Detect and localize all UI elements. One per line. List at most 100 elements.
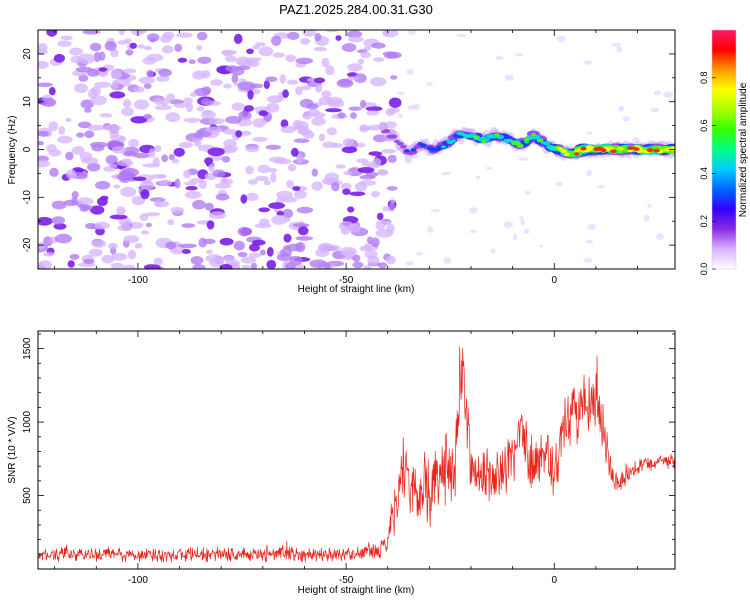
spectrogram-noise-blob bbox=[357, 58, 365, 65]
y-tick-label: 0 bbox=[22, 146, 33, 152]
spectrogram-noise-blob bbox=[341, 146, 358, 154]
spectrogram-noise-blob bbox=[486, 166, 493, 170]
spectrogram-noise-blob bbox=[396, 91, 405, 96]
colorbar-tick-label: 0.6 bbox=[699, 119, 709, 132]
spectrogram-noise-blob bbox=[95, 180, 111, 190]
spectrogram-noise-blob bbox=[80, 99, 94, 109]
spectrogram-noise-blob bbox=[208, 117, 225, 125]
spectrogram-noise-blob bbox=[340, 228, 350, 235]
x-tick-label: -50 bbox=[339, 275, 354, 286]
spectrogram-noise-blob bbox=[104, 41, 117, 51]
spectrogram-signal-blob bbox=[494, 133, 500, 137]
spectrogram-noise-blob bbox=[90, 42, 102, 52]
spectrogram-noise-blob bbox=[170, 206, 184, 214]
spectrogram-noise-blob bbox=[263, 180, 271, 186]
spectrogram-noise-blob bbox=[643, 214, 650, 222]
spectrogram-noise-blob bbox=[83, 258, 95, 265]
spectrogram-noise-blob bbox=[137, 44, 145, 49]
spectrogram-noise-blob bbox=[388, 97, 402, 108]
y-tick-label: -20 bbox=[22, 237, 33, 252]
spectrogram-noise-blob bbox=[71, 191, 79, 199]
spectrogram-noise-blob bbox=[177, 57, 188, 63]
spectrogram-noise-blob bbox=[94, 81, 112, 88]
spectrogram-noise-blob bbox=[302, 30, 316, 37]
spectrogram-noise-blob bbox=[91, 239, 107, 248]
spectrogram-noise-blob bbox=[384, 221, 394, 225]
spectrogram-noise-blob bbox=[156, 75, 170, 82]
spectrogram-noise-blob bbox=[69, 47, 84, 56]
spectrogram-noise-blob bbox=[387, 154, 397, 163]
spectrogram-noise-blob bbox=[140, 189, 150, 200]
spectrogram-noise-blob bbox=[555, 181, 564, 187]
spectrogram-noise-blob bbox=[77, 121, 92, 129]
spectrogram-noise-blob bbox=[251, 262, 257, 269]
spectrogram-noise-blob bbox=[356, 158, 368, 163]
spectrogram-signal-blob bbox=[400, 144, 407, 149]
spectrogram-noise-blob bbox=[132, 86, 145, 93]
snr-frame bbox=[37, 330, 676, 570]
spectrogram-noise-blob bbox=[146, 69, 154, 78]
spectrogram-noise-blob bbox=[270, 172, 277, 183]
spectrogram-noise-blob bbox=[504, 74, 515, 81]
spectrogram-noise-blob bbox=[343, 171, 353, 176]
spectrogram-noise-blob bbox=[81, 204, 93, 211]
spectrogram-noise-blob bbox=[237, 251, 248, 258]
spectrogram-noise-blob bbox=[294, 190, 307, 199]
spectrogram-noise-blob bbox=[190, 256, 204, 265]
spectrogram-noise-blob bbox=[376, 212, 384, 221]
spectrogram-noise-blob bbox=[233, 33, 243, 45]
spectrogram-noise-blob bbox=[255, 175, 269, 182]
spectrogram-noise-blob bbox=[104, 124, 122, 132]
spectrogram-noise-blob bbox=[325, 30, 339, 33]
spectrogram-noise-blob bbox=[279, 74, 286, 84]
spectrogram-noise-blob bbox=[160, 98, 170, 106]
spectrogram-noise-layer bbox=[38, 30, 675, 269]
spectrogram-noise-blob bbox=[295, 86, 303, 96]
spectrogram-noise-blob bbox=[178, 243, 197, 249]
y-tick-label: 500 bbox=[22, 487, 33, 504]
spectrogram-noise-blob bbox=[653, 90, 661, 96]
spectrogram-noise-blob bbox=[292, 186, 301, 191]
spectrogram-signal-blob bbox=[523, 137, 530, 142]
spectrogram-noise-blob bbox=[585, 239, 594, 244]
spectrogram-noise-blob bbox=[109, 214, 128, 220]
spectrogram-noise-blob bbox=[244, 105, 254, 112]
spectrogram-noise-blob bbox=[93, 51, 101, 63]
spectrogram-noise-blob bbox=[352, 254, 361, 262]
spectrogram-noise-blob bbox=[173, 147, 185, 157]
spectrogram-signal-blob bbox=[530, 133, 536, 137]
spectrogram-noise-blob bbox=[318, 96, 332, 106]
spectrogram-noise-blob bbox=[311, 181, 323, 191]
spectrogram-noise-blob bbox=[239, 130, 252, 136]
spectrogram-noise-blob bbox=[365, 171, 379, 178]
figure-title: PAZ1.2025.284.00.31.G30 bbox=[279, 2, 433, 17]
spectrogram-noise-blob bbox=[165, 112, 181, 123]
spectrogram-noise-blob bbox=[272, 52, 285, 58]
spectrogram-noise-blob bbox=[193, 140, 202, 147]
spectrogram-signal-blob bbox=[633, 147, 640, 151]
spectrogram-noise-blob bbox=[48, 87, 56, 96]
spectrogram-signal-blob bbox=[600, 148, 607, 153]
spectrogram-noise-blob bbox=[271, 214, 287, 225]
spectrogram-noise-blob bbox=[116, 206, 126, 216]
spectrogram-noise-blob bbox=[71, 146, 85, 155]
spectrogram-noise-blob bbox=[295, 242, 306, 253]
spectrogram-noise-blob bbox=[133, 152, 151, 159]
spectrogram-noise-blob bbox=[84, 130, 95, 139]
spectrogram-noise-blob bbox=[133, 99, 150, 110]
spectrogram-noise-blob bbox=[349, 112, 357, 119]
spectrogram-noise-blob bbox=[258, 207, 271, 213]
x-tick-label: -100 bbox=[128, 275, 148, 286]
spectrogram-noise-blob bbox=[247, 59, 260, 68]
spectrogram-noise-blob bbox=[280, 125, 296, 134]
spectrogram-noise-blob bbox=[91, 143, 105, 152]
spectrogram-noise-blob bbox=[359, 180, 376, 186]
spectrogram-noise-blob bbox=[254, 42, 266, 47]
spectrogram-noise-blob bbox=[291, 147, 299, 157]
spectrogram-noise-blob bbox=[336, 78, 354, 88]
spectrogram-noise-blob bbox=[408, 30, 417, 35]
spectrogram-signal-blob bbox=[516, 144, 524, 148]
spectrogram-signal-blob bbox=[616, 146, 624, 151]
spectrogram-noise-blob bbox=[282, 208, 294, 219]
